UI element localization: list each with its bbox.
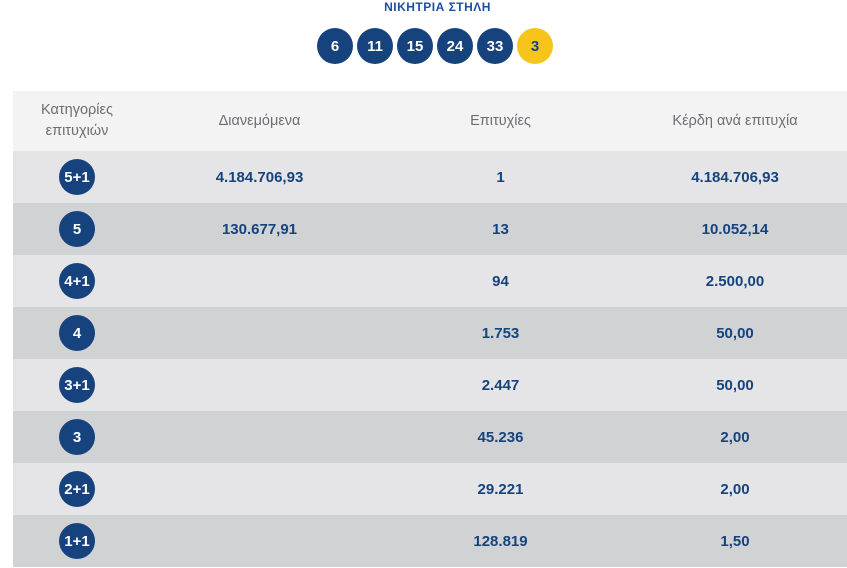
category-badge: 3 <box>59 419 95 455</box>
winners-cell: 45.236 <box>477 428 524 446</box>
prize-cell: 2,00 <box>720 480 750 498</box>
table-row: 4+1 94 2.500,00 <box>13 255 847 307</box>
winning-number-ball: 15 <box>397 28 433 64</box>
table-row: 3+1 2.447 50,00 <box>13 359 847 411</box>
category-badge: 1+1 <box>59 523 95 559</box>
category-badge: 4 <box>59 315 95 351</box>
winners-cell: 2.447 <box>481 376 520 394</box>
header-category: Κατηγορίες επιτυχιών <box>41 102 113 139</box>
header-distributed: Διανεμόμενα <box>218 113 301 129</box>
winning-numbers: 6 11 15 24 33 3 <box>317 28 553 64</box>
category-badge: 3+1 <box>59 367 95 403</box>
winners-cell: 94 <box>492 272 509 290</box>
winning-column-title: ΝΙΚΗΤΡΙΑ ΣΤΗΛΗ <box>384 0 491 14</box>
table-row: 3 45.236 2,00 <box>13 411 847 463</box>
winners-cell: 13 <box>492 220 509 238</box>
winning-number-ball: 11 <box>357 28 393 64</box>
prize-cell: 2,00 <box>720 428 750 446</box>
prize-cell: 1,50 <box>720 532 750 550</box>
category-badge: 2+1 <box>59 471 95 507</box>
header-prize: Κέρδη ανά επιτυχία <box>672 113 798 129</box>
prize-cell: 50,00 <box>716 324 754 342</box>
winning-number-ball: 24 <box>437 28 473 64</box>
winners-cell: 29.221 <box>477 480 524 498</box>
prize-breakdown-table: Κατηγορίες επιτυχιών Διανεμόμενα Επιτυχί… <box>13 91 847 567</box>
header-winners: Επιτυχίες <box>470 113 531 129</box>
winners-cell: 128.819 <box>473 532 528 550</box>
joker-number-ball: 3 <box>517 28 553 64</box>
category-badge: 5 <box>59 211 95 247</box>
prize-cell: 4.184.706,93 <box>691 168 779 186</box>
table-row: 5 130.677,91 13 10.052,14 <box>13 203 847 255</box>
winners-cell: 1 <box>496 168 505 186</box>
table-row: 4 1.753 50,00 <box>13 307 847 359</box>
winning-number-ball: 6 <box>317 28 353 64</box>
table-header: Κατηγορίες επιτυχιών Διανεμόμενα Επιτυχί… <box>13 91 847 151</box>
table-row: 1+1 128.819 1,50 <box>13 515 847 567</box>
distributed-cell: 130.677,91 <box>221 220 298 238</box>
prize-cell: 50,00 <box>716 376 754 394</box>
table-row: 2+1 29.221 2,00 <box>13 463 847 515</box>
distributed-cell: 4.184.706,93 <box>215 168 304 186</box>
prize-cell: 2.500,00 <box>705 272 765 290</box>
prize-cell: 10.052,14 <box>701 220 769 238</box>
category-badge: 5+1 <box>59 159 95 195</box>
winners-cell: 1.753 <box>481 324 520 342</box>
category-badge: 4+1 <box>59 263 95 299</box>
winning-number-ball: 33 <box>477 28 513 64</box>
table-row: 5+1 4.184.706,93 1 4.184.706,93 <box>13 151 847 203</box>
